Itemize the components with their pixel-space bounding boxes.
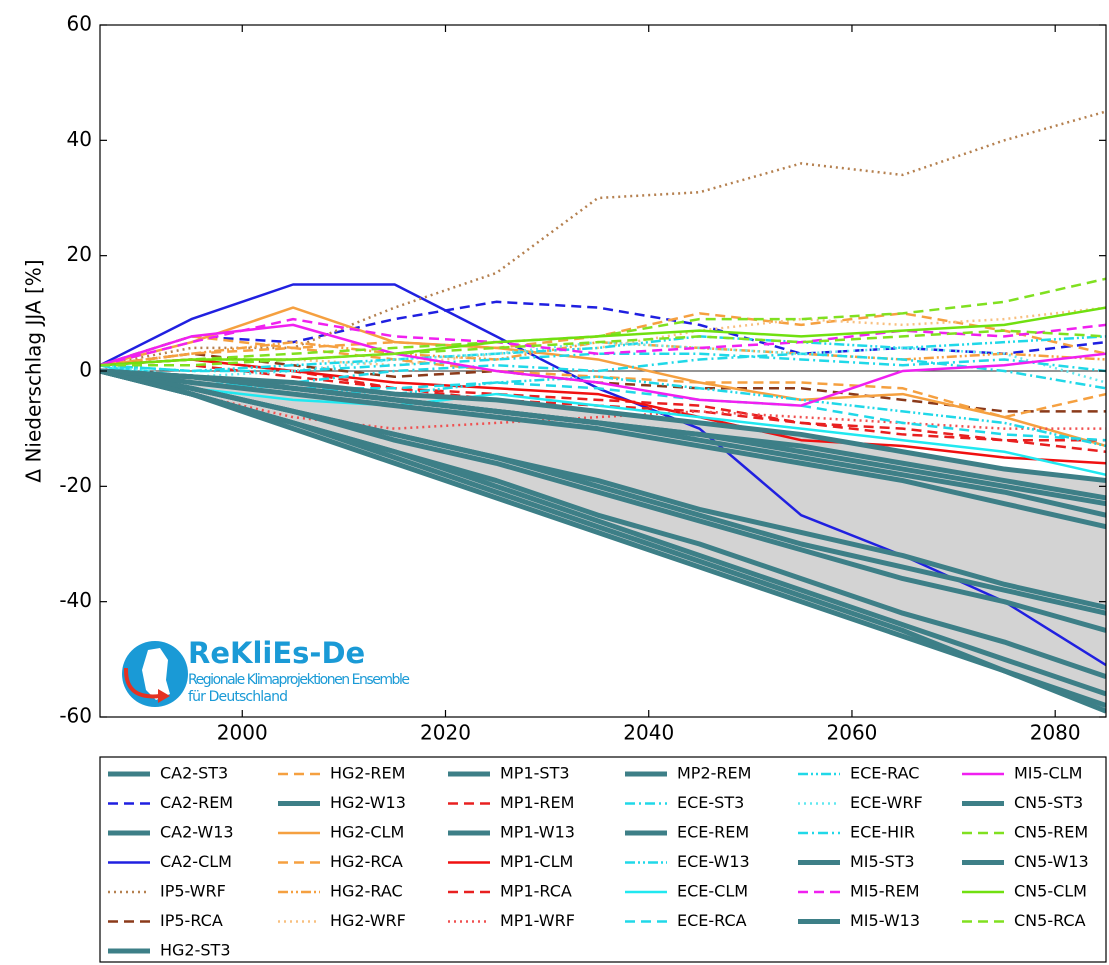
legend-box [99, 756, 1107, 963]
legend-label: CN5-ST3 [1014, 793, 1083, 812]
legend-label: MP1-ST3 [500, 764, 570, 783]
y-tick-label: 60 [67, 12, 92, 36]
series-line [100, 368, 1106, 616]
legend-label: ECE-REM [677, 823, 749, 842]
legend-label: CN5-CLM [1014, 882, 1087, 901]
legend-label: HG2-W13 [330, 793, 406, 812]
series-line [100, 346, 1106, 419]
series-line [100, 358, 1106, 465]
series-line [100, 317, 1106, 367]
legend-label: ECE-HIR [850, 823, 915, 842]
x-tick-label: 2000 [217, 721, 268, 745]
legend-label: CN5-REM [1014, 823, 1088, 842]
legend-label: ECE-ST3 [677, 793, 744, 812]
legend-label: HG2-WRF [330, 911, 406, 930]
legend-label: MI5-REM [850, 882, 920, 901]
legend-label: MP1-WRF [500, 911, 575, 930]
series-line [100, 323, 1106, 407]
x-tick-label: 2060 [827, 721, 878, 745]
legend-label: HG2-REM [330, 764, 405, 783]
legend-label: ECE-CLM [677, 882, 748, 901]
legend-label: MP1-CLM [500, 852, 573, 871]
legend-label: HG2-ST3 [160, 941, 231, 960]
series-line [100, 300, 1106, 367]
logo-arrowhead [158, 689, 170, 703]
legend-label: MI5-W13 [850, 911, 920, 930]
logo-title: ReKliEs-De [188, 636, 365, 670]
legend-label: CA2-ST3 [160, 764, 228, 783]
legend-label: MI5-CLM [1014, 764, 1082, 783]
series-line [100, 358, 1106, 442]
legend-label: ECE-W13 [677, 852, 750, 871]
x-tick-label: 2080 [1030, 721, 1081, 745]
legend-label: HG2-RCA [330, 852, 403, 871]
series-line [100, 329, 1106, 367]
y-tick-label: -60 [59, 704, 92, 728]
legend-label: CA2-REM [160, 793, 233, 812]
series-line [100, 364, 1106, 477]
logo-arrow [123, 667, 161, 699]
legend-label: HG2-RAC [330, 882, 403, 901]
x-tick-label: 2020 [420, 721, 471, 745]
legend-label: MP1-REM [500, 793, 574, 812]
legend-label: ECE-RCA [677, 911, 747, 930]
y-axis-label: Δ Niederschlag JJA [%] [22, 259, 46, 482]
series-line [100, 364, 1106, 430]
y-tick-label: -40 [59, 588, 92, 612]
logo-map [142, 648, 170, 700]
legend-label: CA2-CLM [160, 852, 232, 871]
legend-label: HG2-CLM [330, 823, 404, 842]
legend-label: ECE-WRF [850, 793, 923, 812]
legend-label: IP5-WRF [160, 882, 226, 901]
logo-subtitle: für Deutschland [188, 689, 288, 705]
series-line [100, 306, 1106, 448]
series-line [100, 306, 1106, 367]
legend-label: MP2-REM [677, 764, 751, 783]
series-line [100, 368, 1106, 507]
legend-label: CN5-W13 [1014, 852, 1089, 871]
logo-subtitle: Regionale Klimaprojektionen Ensemble [188, 672, 410, 688]
series-line [100, 364, 1106, 448]
logo: ReKliEs-De Regionale Klimaprojektionen En… [122, 636, 410, 707]
series-line [100, 368, 1106, 708]
series-line [100, 306, 1106, 367]
series-line [100, 368, 1106, 530]
y-tick-label: 0 [79, 358, 92, 382]
legend-label: CN5-RCA [1014, 911, 1086, 930]
y-tick-label: 20 [67, 242, 92, 266]
series-line [100, 368, 1106, 484]
legend-label: ECE-RAC [850, 764, 919, 783]
legend-label: CA2-W13 [160, 823, 234, 842]
y-tick-label: 40 [67, 127, 92, 151]
plot-area [100, 110, 1106, 714]
legend-label: IP5-RCA [160, 911, 223, 930]
legend-label: MI5-ST3 [850, 852, 915, 871]
legend-label: MP1-RCA [500, 882, 572, 901]
legend-label: MP1-W13 [500, 823, 575, 842]
series-line [100, 368, 1106, 714]
x-tick-label: 2040 [623, 721, 674, 745]
series-line [100, 110, 1106, 367]
y-tick-label: -20 [59, 473, 92, 497]
legend: CA2-ST3 CA2-REM CA2-W13 CA2-CLM IP5-WRF IP5-R… [99, 756, 1107, 963]
